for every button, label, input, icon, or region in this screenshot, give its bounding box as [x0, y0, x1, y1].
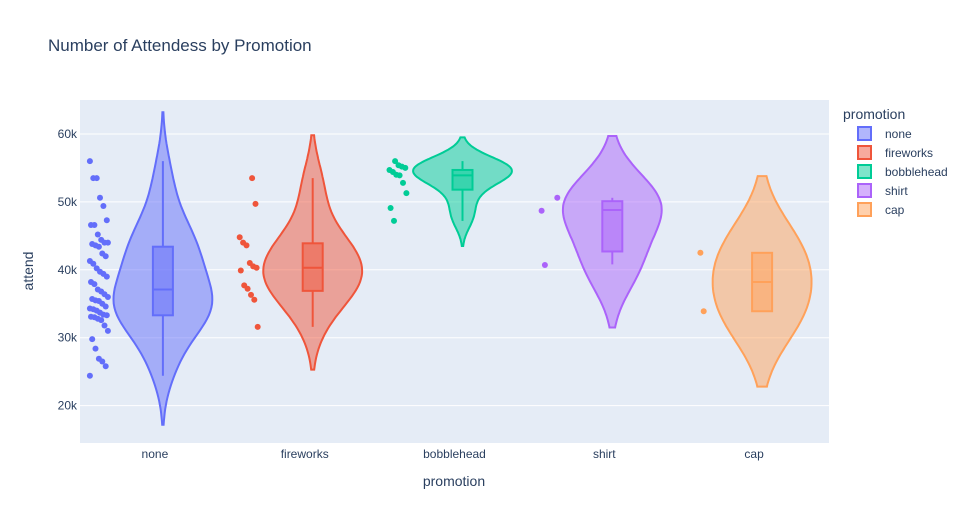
data-point — [104, 239, 111, 246]
data-point — [396, 172, 403, 179]
data-point — [697, 249, 704, 256]
x-tick-label: fireworks — [281, 447, 329, 461]
y-axis-title: attend — [20, 252, 36, 291]
data-point — [391, 217, 397, 224]
legend-swatch — [857, 202, 872, 217]
data-point — [103, 312, 110, 319]
x-tick-label: bobblehead — [423, 447, 486, 461]
box-iqr — [601, 200, 624, 253]
data-point — [103, 217, 110, 224]
y-tick-label: 30k — [58, 331, 78, 345]
data-point — [237, 267, 244, 274]
data-point — [102, 363, 109, 370]
data-point — [86, 158, 93, 165]
violin-bobblehead — [386, 136, 513, 247]
data-point — [248, 291, 254, 298]
data-point — [402, 164, 409, 171]
y-tick-label: 60k — [58, 127, 78, 141]
data-point — [102, 253, 109, 260]
data-point — [104, 327, 111, 334]
x-axis-ticks: none fireworks bobblehead shirt cap — [142, 447, 765, 461]
legend-item-fireworks[interactable]: fireworks — [857, 145, 933, 160]
data-point — [254, 323, 261, 330]
data-point — [100, 203, 107, 209]
y-tick-label: 50k — [58, 195, 78, 209]
legend-swatch — [857, 183, 872, 198]
box-iqr — [451, 168, 474, 191]
data-point — [243, 242, 250, 249]
data-point — [387, 205, 394, 211]
legend-label: none — [885, 127, 912, 141]
data-point — [554, 194, 561, 201]
violin-fireworks — [236, 134, 364, 371]
data-point — [92, 345, 99, 352]
data-point — [97, 194, 103, 201]
x-tick-label: shirt — [593, 447, 616, 461]
chart-title: Number of Attendess by Promotion — [48, 36, 312, 55]
data-point — [91, 281, 98, 288]
data-point — [251, 296, 258, 303]
data-point — [249, 175, 256, 182]
data-point — [244, 285, 251, 292]
legend-label: fireworks — [885, 146, 933, 160]
y-tick-label: 20k — [58, 399, 78, 413]
data-point — [93, 175, 100, 182]
legend-item-cap[interactable]: cap — [857, 202, 905, 217]
data-point — [101, 322, 108, 329]
x-tick-label: cap — [744, 447, 764, 461]
legend-item-shirt[interactable]: shirt — [857, 183, 908, 198]
data-point — [538, 207, 545, 214]
legend-label: bobblehead — [885, 165, 948, 179]
data-point — [91, 222, 98, 228]
violin-cap — [697, 175, 813, 388]
x-axis-title: promotion — [423, 473, 485, 489]
legend-item-none[interactable]: none — [857, 126, 912, 141]
data-point — [95, 243, 102, 250]
data-point — [541, 262, 548, 268]
violin-traces — [86, 111, 813, 426]
x-tick-label: none — [142, 447, 169, 461]
data-point — [90, 260, 97, 267]
violin-shirt — [538, 135, 663, 329]
legend-swatch — [857, 126, 872, 141]
data-point — [103, 273, 110, 280]
data-point — [392, 158, 399, 165]
y-axis-ticks: 20k 30k 40k 50k 60k — [58, 127, 78, 413]
data-point — [104, 294, 111, 300]
legend-item-bobblehead[interactable]: bobblehead — [857, 164, 948, 179]
data-point — [89, 336, 96, 343]
data-point — [94, 231, 101, 238]
data-point — [400, 179, 406, 186]
data-point — [403, 190, 410, 197]
legend: promotion none fireworks bobblehead shirt ca… — [843, 106, 948, 217]
legend-swatch — [857, 145, 872, 160]
data-point — [236, 234, 243, 241]
data-point — [86, 372, 93, 379]
y-tick-label: 40k — [58, 263, 78, 277]
data-point — [102, 303, 109, 310]
box-iqr — [151, 245, 174, 317]
data-point — [253, 264, 260, 271]
legend-label: shirt — [885, 184, 908, 198]
data-point — [252, 200, 259, 207]
legend-title: promotion — [843, 106, 905, 122]
legend-label: cap — [885, 203, 905, 217]
data-point — [99, 358, 106, 365]
legend-swatch — [857, 164, 872, 179]
violin-none — [86, 111, 214, 426]
data-point — [98, 317, 105, 324]
data-point — [700, 308, 707, 315]
